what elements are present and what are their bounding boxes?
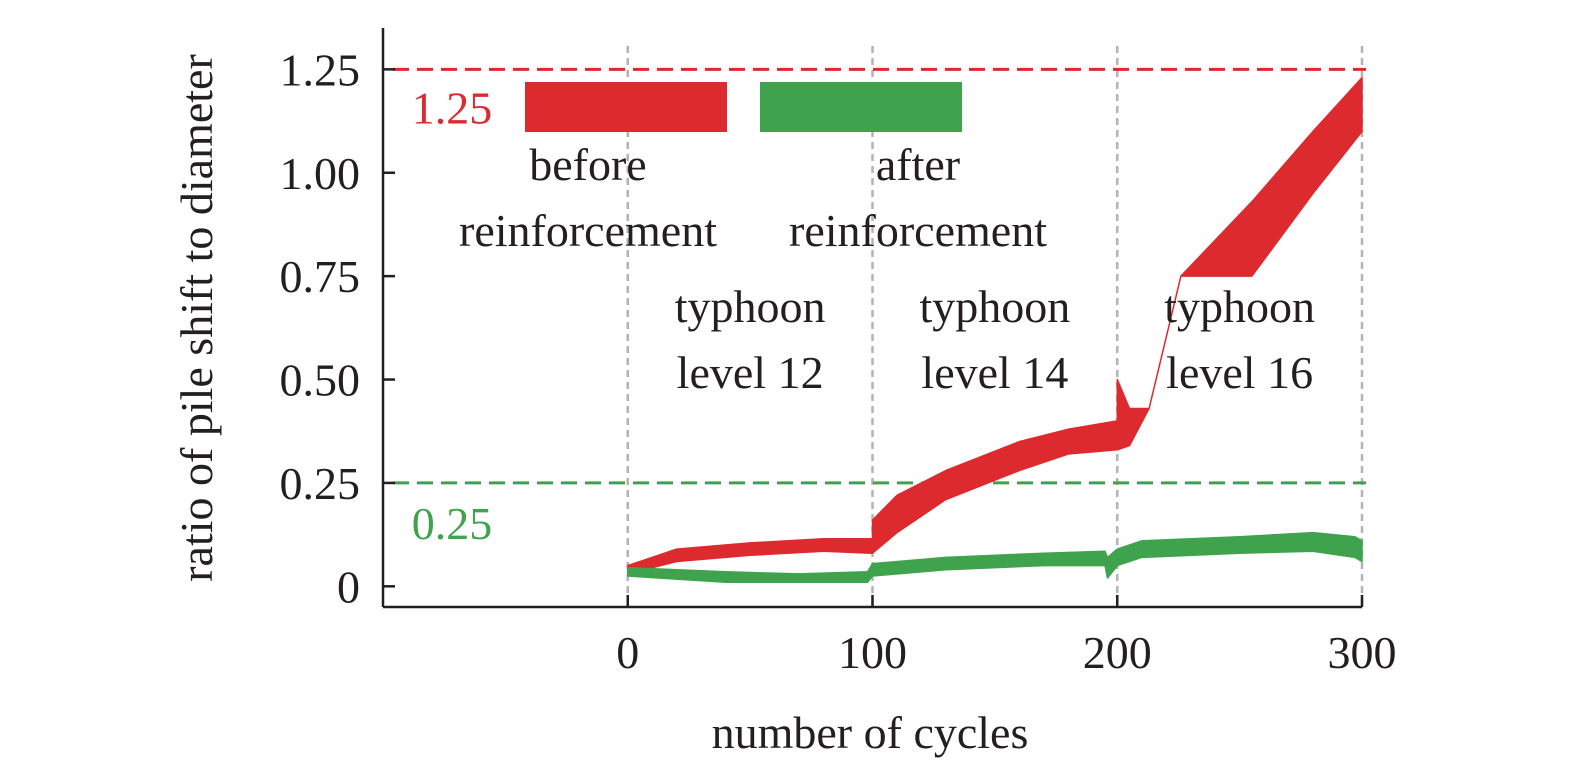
y-axis-title: ratio of pile shift to diameter <box>171 54 222 582</box>
legend-label-line1-1: after <box>876 139 960 190</box>
reference-lines: 1.25 0.25 <box>393 67 1366 549</box>
annotation-line1-2: typhoon <box>1164 281 1315 332</box>
legend-label-line2-0: reinforcement <box>459 205 717 256</box>
series-band-1 <box>627 531 1363 583</box>
legend-label-line2-1: reinforcement <box>789 205 1047 256</box>
y-tick-label-1.00: 1.00 <box>280 148 361 199</box>
y-tick-label-0.50: 0.50 <box>280 355 361 406</box>
y-tick-label-0: 0 <box>337 561 360 612</box>
x-tick-label-100: 100 <box>838 627 907 678</box>
annotation-line2-1: level 14 <box>921 347 1068 398</box>
reference-label-1.25: 1.25 <box>412 82 493 133</box>
legend-label-line1-0: before <box>529 139 646 190</box>
reference-label-0.25: 0.25 <box>412 498 493 549</box>
grid-layer <box>626 46 1364 607</box>
legend-swatch-1 <box>760 82 962 132</box>
x-tick-label-300: 300 <box>1328 627 1397 678</box>
legend: before reinforcement after reinforcement <box>459 82 1047 256</box>
x-axis-title: number of cycles <box>712 707 1029 758</box>
legend-swatch-0 <box>525 82 727 132</box>
annotation-line1-1: typhoon <box>919 281 1070 332</box>
series-layer <box>627 76 1363 583</box>
x-tick-label-0: 0 <box>616 627 639 678</box>
series-band-0 <box>627 76 1363 575</box>
y-tick-label-0.25: 0.25 <box>280 458 361 509</box>
annotation-line2-0: level 12 <box>677 347 824 398</box>
ticks: 0 0.25 0.50 0.75 1.00 1.25 0 100 200 300 <box>280 44 1397 678</box>
x-tick-label-200: 200 <box>1083 627 1152 678</box>
annotation-line2-2: level 16 <box>1166 347 1313 398</box>
annotation-line1-0: typhoon <box>675 281 826 332</box>
annotations: typhoon level 12 typhoon level 14 typhoon lev… <box>675 281 1315 398</box>
y-tick-label-0.75: 0.75 <box>280 251 361 302</box>
y-tick-label-1.25: 1.25 <box>280 44 361 95</box>
